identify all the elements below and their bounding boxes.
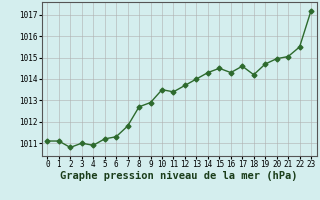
X-axis label: Graphe pression niveau de la mer (hPa): Graphe pression niveau de la mer (hPa) xyxy=(60,171,298,181)
